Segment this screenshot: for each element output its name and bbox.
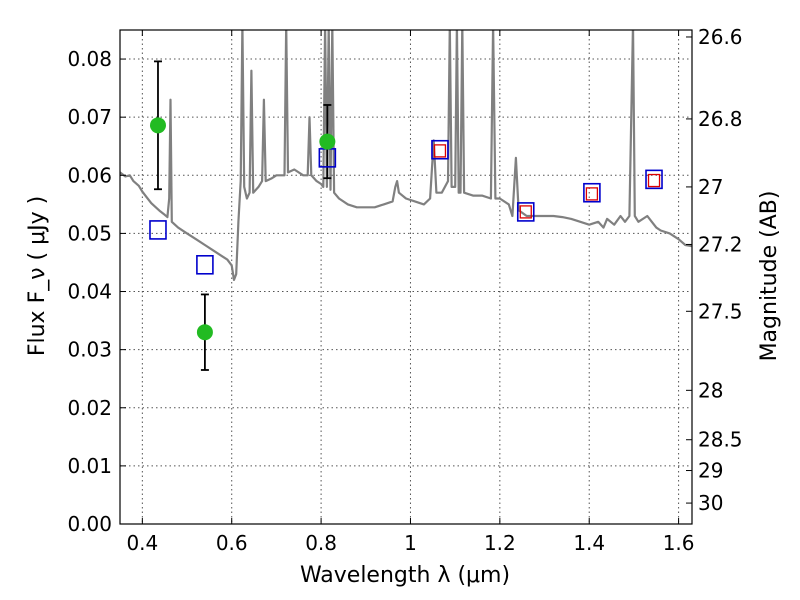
right-tick-label: 30 <box>698 491 723 515</box>
observed-point <box>196 324 213 341</box>
x-tick-label: 0.6 <box>216 531 248 555</box>
y-tick-label: 0.03 <box>67 338 112 362</box>
y-axis-label-right: Magnitude (AB) <box>757 191 782 362</box>
x-tick-label: 1.6 <box>663 531 695 555</box>
right-tick-label: 27.2 <box>698 232 743 256</box>
marker-layer <box>149 117 663 341</box>
observed-point <box>319 133 336 150</box>
y-tick-label: 0.08 <box>67 47 112 71</box>
x-tick-label: 1 <box>404 531 417 555</box>
model-square-point <box>583 182 601 203</box>
right-tick-label: 28 <box>698 378 723 402</box>
plot-frame <box>119 29 693 525</box>
right-tick-label: 26.6 <box>698 25 743 49</box>
model-square-point <box>645 169 663 190</box>
x-tick-label: 0.4 <box>126 531 158 555</box>
model-square-point <box>516 202 535 222</box>
y-axis-label: Flux F_ν ( μJy ) <box>25 196 50 356</box>
model-square-point <box>431 139 449 160</box>
right-tick-label: 29 <box>698 459 723 483</box>
spectrum-layer <box>120 30 692 281</box>
model-inner-square-point <box>647 173 661 188</box>
model-inner-square-point <box>433 144 447 158</box>
model-inner-square-point <box>519 205 532 219</box>
x-tick-label: 0.8 <box>305 531 337 555</box>
grid <box>120 30 692 525</box>
y-tick-label: 0.06 <box>67 163 112 187</box>
right-tick-label: 27.5 <box>698 299 743 323</box>
right-tick-label: 26.8 <box>698 107 743 131</box>
y-tick-label: 0.01 <box>67 454 112 478</box>
model-inner-square-point <box>585 187 599 201</box>
x-axis-label: Wavelength λ (μm) <box>300 563 510 588</box>
right-tick-label: 27 <box>698 175 723 199</box>
y-tick-label: 0.02 <box>67 396 112 420</box>
ticks: 0.4 0.6 0.8 1 1.2 1.4 1.6 0.00 0.01 0.02 0.03 0.04 0… <box>67 25 742 555</box>
y-tick-label: 0.04 <box>67 280 112 304</box>
model-square-point <box>149 220 167 240</box>
right-tick-label: 28.5 <box>698 428 743 452</box>
y-tick-label: 0.05 <box>67 221 112 245</box>
observed-point <box>149 117 166 134</box>
x-tick-label: 1.2 <box>484 531 516 555</box>
y-tick-label: 0.07 <box>67 105 112 129</box>
y-tick-label: 0.00 <box>67 512 112 536</box>
x-tick-label: 1.4 <box>573 531 605 555</box>
spectrum-line <box>120 30 692 281</box>
model-square-point <box>196 254 214 275</box>
